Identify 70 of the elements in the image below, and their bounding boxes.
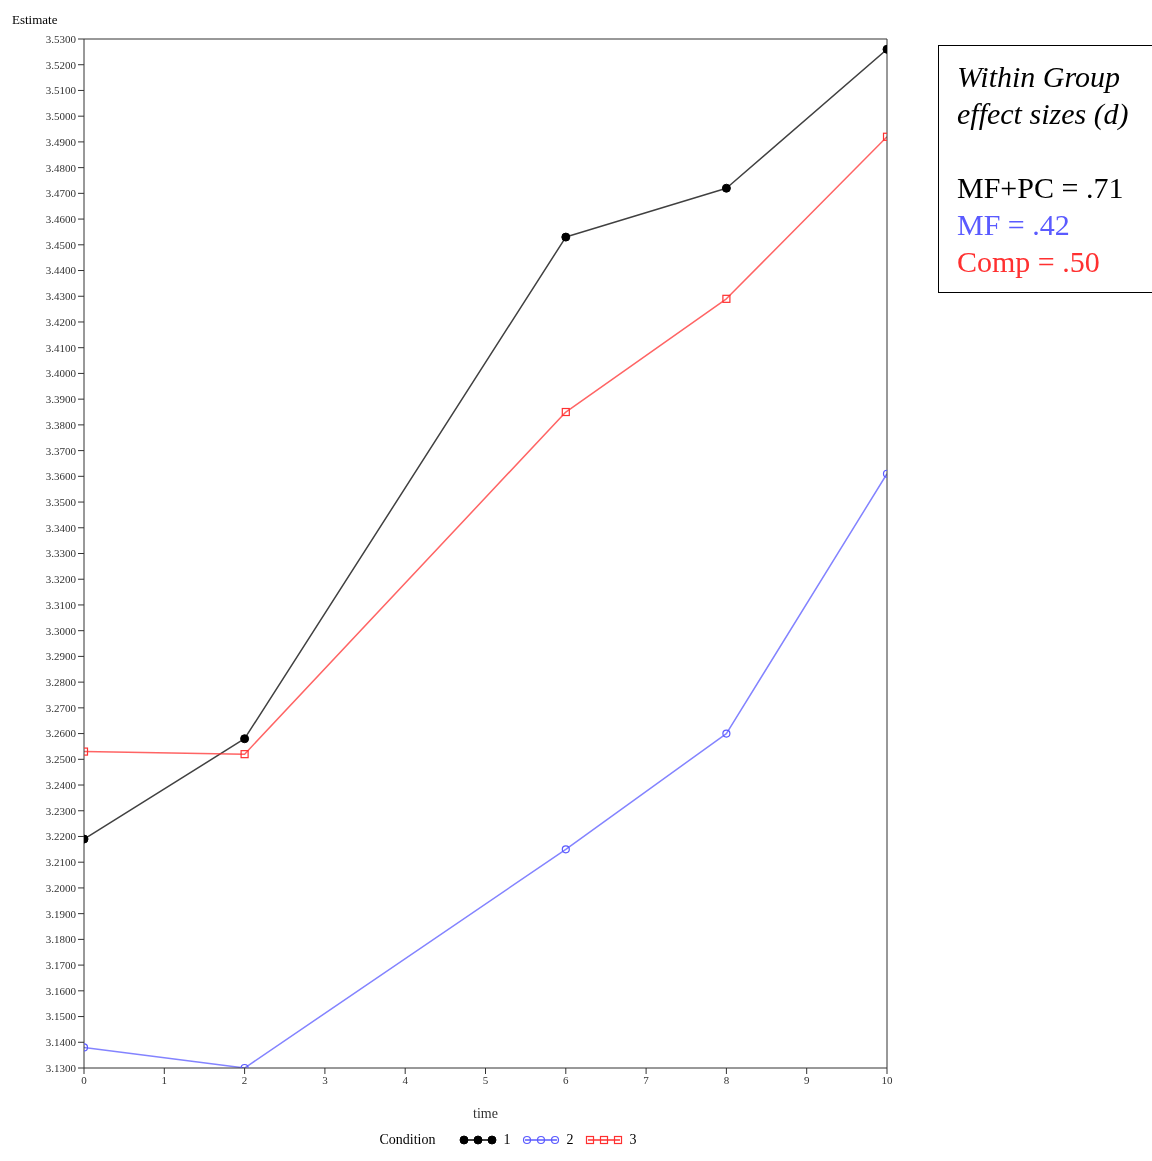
y-tick-label: 3.2900	[45, 650, 77, 663]
y-tick-label: 3.5000	[45, 110, 77, 123]
y-tick-label: 3.1600	[45, 984, 77, 997]
x-axis-title: time	[473, 1106, 498, 1121]
point	[561, 232, 571, 242]
y-tick-label: 3.2200	[45, 830, 77, 843]
y-tick-label: 3.2100	[45, 856, 77, 869]
y-tick-label: 3.4200	[45, 315, 77, 328]
y-tick-label: 3.3700	[45, 444, 77, 457]
point	[240, 734, 250, 744]
y-tick-label: 3.1800	[45, 933, 77, 946]
y-tick-label: 3.4000	[45, 367, 77, 380]
y-tick-label: 3.3100	[45, 598, 77, 611]
legend-label: 2	[566, 1132, 574, 1148]
y-tick-label: 3.2500	[45, 753, 77, 766]
point	[721, 183, 731, 193]
y-tick-label: 3.3500	[45, 495, 77, 508]
x-tick-label: 10	[881, 1073, 893, 1086]
y-tick-label: 3.4900	[45, 135, 77, 148]
x-tick-label: 9	[803, 1073, 810, 1086]
y-tick-label: 3.1300	[45, 1061, 77, 1074]
y-tick-label: 3.4700	[45, 187, 77, 200]
legend-label: 3	[629, 1132, 637, 1148]
text: Within Group effect sizes (d)	[957, 59, 1130, 132]
y-tick-label: 3.4800	[45, 161, 77, 174]
x-tick-label: 2	[241, 1073, 248, 1086]
text: MF = .42	[957, 207, 1071, 243]
y-tick-label: 3.2300	[45, 804, 77, 817]
x-tick-label: 6	[563, 1073, 570, 1086]
y-tick-label: 3.2700	[45, 701, 77, 714]
y-tick-label: 3.2600	[45, 727, 77, 740]
y-tick-label: 3.3200	[45, 573, 77, 586]
y-tick-label: 3.3600	[45, 470, 77, 483]
y-tick-label: 3.5300	[45, 32, 77, 45]
y-tick-label: 3.1500	[45, 1010, 77, 1023]
point	[561, 407, 570, 417]
x-tick-label: 3	[322, 1073, 329, 1086]
y-tick-label: 3.2800	[45, 676, 77, 689]
y-axis-title: Estimate	[12, 12, 58, 28]
y-tick-label: 3.4400	[45, 264, 77, 277]
point	[722, 294, 731, 303]
y-tick-label: 3.3800	[45, 418, 77, 431]
y-tick-label: 3.3900	[45, 393, 77, 406]
x-tick-label: 7	[643, 1073, 650, 1086]
legend-title: Condition	[379, 1132, 436, 1148]
x-tick-label: 4	[402, 1073, 409, 1086]
x-tick-label: 0	[81, 1073, 88, 1086]
y-tick-label: 3.5200	[45, 58, 77, 71]
y-tick-label: 3.3300	[45, 547, 77, 560]
y-tick-label: 3.2400	[45, 778, 77, 791]
y-tick-label: 3.4500	[45, 238, 77, 251]
y-tick-label: 3.5100	[45, 84, 77, 97]
x-tick-label: 8	[723, 1073, 730, 1086]
x-tick-label: 5	[482, 1073, 489, 1086]
y-tick-label: 3.1700	[45, 959, 77, 972]
y-tick-label: 3.4300	[45, 290, 77, 303]
y-tick-label: 3.1400	[45, 1036, 77, 1049]
point	[722, 729, 731, 738]
point	[240, 750, 249, 759]
point	[561, 845, 570, 854]
y-tick-label: 3.2000	[45, 881, 77, 894]
y-tick-label: 3.4600	[45, 212, 77, 225]
text: Comp = .50	[957, 244, 1101, 280]
y-tick-label: 3.3400	[45, 521, 77, 534]
y-tick-label: 3.3000	[45, 624, 77, 637]
y-tick-label: 3.4100	[45, 341, 77, 354]
x-tick-label: 1	[161, 1073, 168, 1086]
y-tick-label: 3.1900	[45, 907, 77, 920]
legend-label: 1	[503, 1132, 511, 1148]
text: MF+PC = .71	[957, 170, 1125, 206]
